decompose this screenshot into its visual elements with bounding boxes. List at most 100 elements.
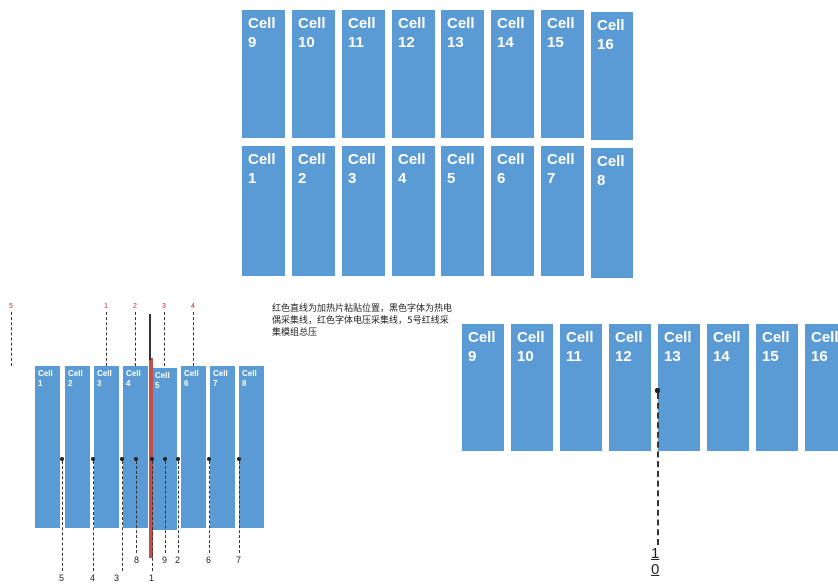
cell-number: 7 — [213, 378, 218, 388]
cell-number: 6 — [497, 169, 506, 187]
thermocouple-line — [136, 461, 137, 553]
cell-number: 5 — [447, 169, 456, 187]
cell-number: 13 — [447, 33, 464, 51]
cell-number: 11 — [348, 33, 364, 51]
cell-number: 2 — [298, 169, 307, 187]
top-cell-15: Cell 15 — [541, 10, 584, 138]
thermocouple-point — [655, 388, 660, 393]
cell-word: Cell — [348, 151, 376, 168]
cell-word: Cell — [762, 329, 790, 346]
cell-number: 6 — [184, 378, 189, 388]
thermocouple-label-10: 10 — [651, 545, 660, 578]
cell-number: 14 — [713, 347, 730, 365]
top-cell-5: Cell 5 — [441, 146, 484, 276]
voltage-line — [11, 312, 12, 366]
cell-word: Cell — [248, 151, 276, 168]
thermocouple-point — [134, 457, 138, 461]
cell-word: Cell — [213, 369, 228, 378]
cell-number: 4 — [126, 378, 131, 388]
left-cell-2: Cell 2 — [65, 366, 90, 528]
right-cell-10: Cell 10 — [511, 324, 553, 451]
red-voltage-label: 1 — [104, 303, 108, 310]
cell-number: 13 — [664, 347, 681, 365]
cell-number: 15 — [547, 33, 564, 51]
top-cell-12: Cell 12 — [392, 10, 435, 138]
left-cell-7: Cell 7 — [210, 366, 235, 528]
red-voltage-label: 3 — [162, 303, 166, 310]
thermocouple-label: 5 — [59, 573, 65, 583]
cell-number: 3 — [97, 378, 102, 388]
cell-word: Cell — [713, 329, 741, 346]
top-cell-2: Cell 2 — [292, 146, 335, 276]
left-cell-6: Cell 6 — [181, 366, 206, 528]
red-voltage-label: 2 — [133, 303, 137, 310]
top-cell-6: Cell 6 — [491, 146, 534, 276]
cell-number: 15 — [762, 347, 779, 365]
thermocouple-label: 2 — [175, 555, 181, 565]
thermocouple-point — [150, 457, 154, 461]
thermocouple-label: 7 — [236, 555, 242, 565]
top-cell-3: Cell 3 — [342, 146, 385, 276]
cell-number: 5 — [155, 380, 160, 390]
left-cell-5: Cell 5 — [152, 368, 177, 530]
left-cell-1: Cell 1 — [35, 366, 60, 528]
cell-number: 10 — [517, 347, 534, 365]
cell-word: Cell — [248, 15, 276, 32]
cell-word: Cell — [517, 329, 545, 346]
top-cell-10: Cell 10 — [292, 10, 335, 138]
cell-number: 4 — [398, 169, 407, 187]
top-cell-16: Cell 16 — [591, 12, 633, 140]
cell-number: 1 — [248, 169, 257, 187]
cell-number: 8 — [242, 378, 247, 388]
thermocouple-label: 4 — [90, 573, 96, 583]
cell-word: Cell — [298, 15, 326, 32]
cell-word: Cell — [811, 329, 838, 346]
thermocouple-point — [120, 457, 124, 461]
top-cell-9: Cell 9 — [242, 10, 285, 138]
cell-number: 16 — [597, 35, 614, 53]
cell-number: 10 — [298, 33, 315, 51]
cell-word: Cell — [615, 329, 643, 346]
voltage-line — [135, 312, 136, 366]
cell-word: Cell — [242, 369, 257, 378]
left-cell-8: Cell 8 — [239, 366, 264, 528]
cell-word: Cell — [597, 153, 625, 170]
thermocouple-point — [176, 457, 180, 461]
top-cell-14: Cell 14 — [491, 10, 534, 138]
cell-number: 1 — [38, 378, 43, 388]
voltage-line — [193, 312, 194, 366]
cell-word: Cell — [597, 17, 625, 34]
heater-lead — [149, 314, 151, 360]
cell-number: 9 — [468, 347, 477, 365]
top-cell-1: Cell 1 — [242, 146, 285, 276]
left-cell-3: Cell 3 — [94, 366, 119, 528]
cell-word: Cell — [398, 15, 426, 32]
cell-word: Cell — [155, 371, 170, 380]
cell-number: 7 — [547, 169, 556, 187]
cell-number: 8 — [597, 171, 606, 189]
thermocouple-point — [207, 457, 211, 461]
top-cell-11: Cell 11 — [342, 10, 385, 138]
top-cell-8: Cell 8 — [591, 148, 633, 278]
cell-number: 16 — [811, 347, 828, 365]
cell-word: Cell — [38, 369, 53, 378]
cell-word: Cell — [566, 329, 594, 346]
cell-number: 12 — [398, 33, 415, 51]
thermocouple-line — [152, 461, 153, 571]
legend-note: 红色直线为加热片粘贴位置，黑色字体为热电偶采集线，红色字体电压采集线，5号红线采… — [272, 304, 453, 339]
cell-number: 9 — [248, 33, 257, 51]
cell-number: 3 — [348, 169, 357, 187]
thermocouple-line — [178, 461, 179, 553]
top-cell-7: Cell 7 — [541, 146, 584, 276]
cell-word: Cell — [298, 151, 326, 168]
thermocouple-line — [209, 461, 210, 553]
thermocouple-label: 9 — [162, 555, 168, 565]
thermocouple-line — [239, 461, 240, 553]
red-voltage-label: 4 — [191, 303, 195, 310]
cell-word: Cell — [664, 329, 692, 346]
red-voltage-label: 5 — [9, 303, 13, 310]
right-cell-15: Cell 15 — [756, 324, 798, 451]
thermocouple-label: 3 — [114, 573, 120, 583]
cell-word: Cell — [497, 151, 525, 168]
right-cell-13: Cell 13 — [658, 324, 700, 451]
